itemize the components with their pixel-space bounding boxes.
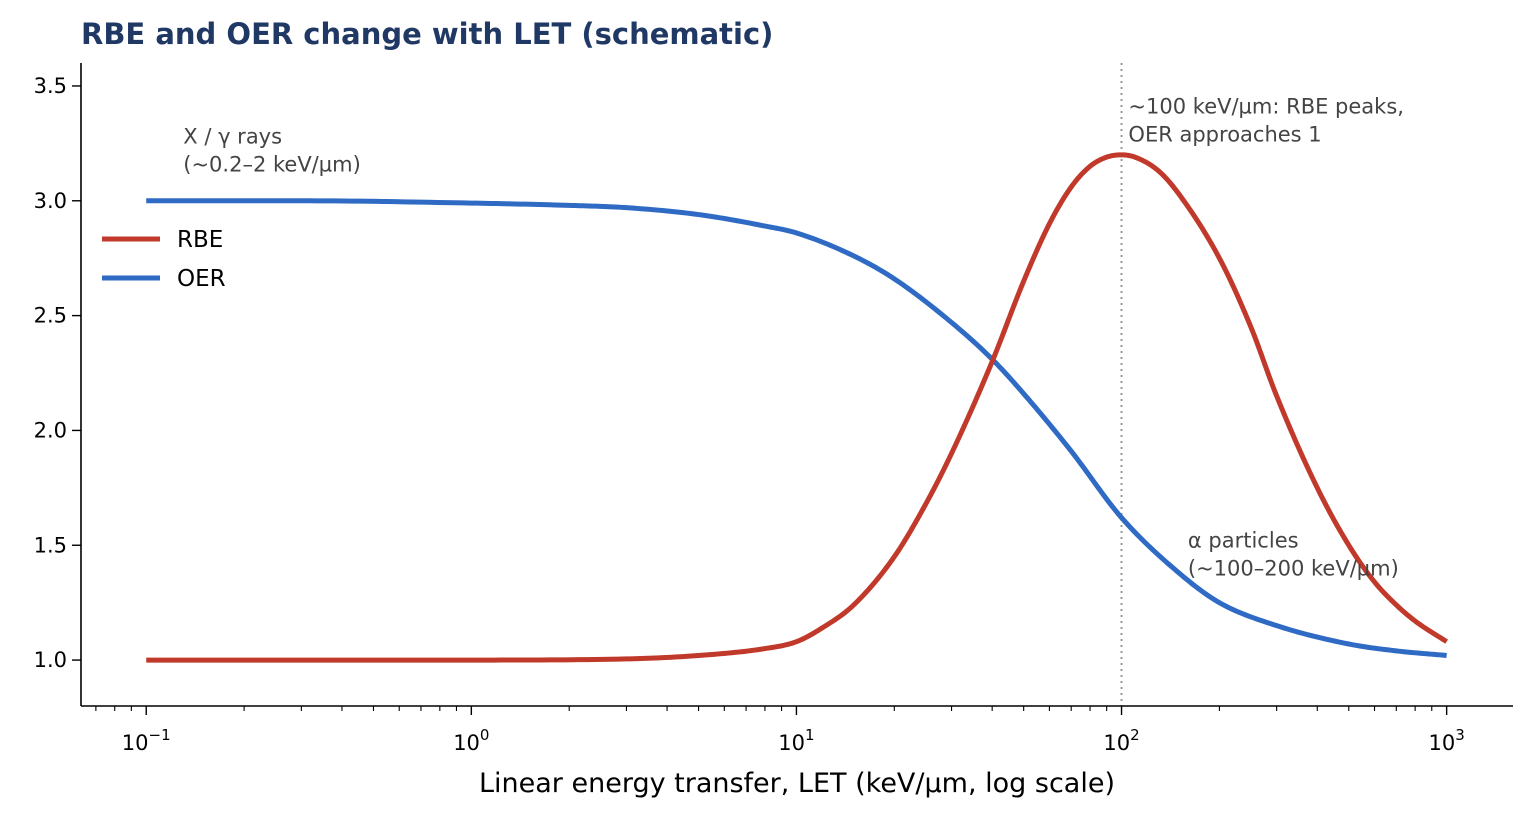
x-ticks: 10−1 100 101 102 103: [122, 706, 1465, 755]
annotations: X / γ rays (~0.2–2 keV/µm) ~100 keV/µm: RB…: [183, 95, 1404, 581]
plot-area: [146, 63, 1449, 706]
annotation-xray: X / γ rays (~0.2–2 keV/µm): [183, 124, 361, 176]
x-tick-label: 103: [1428, 726, 1464, 755]
y-tick-label: 2.5: [34, 304, 67, 328]
legend: RBE OER: [102, 227, 226, 292]
y-tick-label: 1.0: [34, 648, 67, 672]
x-tick-label: 101: [778, 726, 814, 755]
y-ticks: 1.0 1.5 2.0 2.5 3.0 3.5: [34, 74, 81, 672]
x-minor-ticks: [95, 706, 1433, 711]
x-tick-label: 102: [1103, 726, 1139, 755]
y-tick-label: 2.0: [34, 418, 67, 442]
annotation-peak: ~100 keV/µm: RBE peaks, OER approaches 1: [1128, 95, 1404, 147]
annotation-alpha: α particles (~100–200 keV/µm): [1188, 529, 1399, 581]
x-axis-label: Linear energy transfer, LET (keV/µm, log…: [479, 768, 1115, 799]
series-line-oer: [146, 198, 1447, 658]
series-line-rbe: [146, 152, 1449, 663]
y-tick-label: 3.0: [34, 189, 67, 213]
y-tick-label: 3.5: [34, 74, 67, 98]
y-tick-label: 1.5: [34, 533, 67, 557]
legend-label-rbe: RBE: [177, 227, 223, 253]
chart-title: RBE and OER change with LET (schematic): [81, 17, 773, 51]
x-tick-label: 10−1: [122, 726, 171, 755]
x-tick-label: 100: [453, 726, 489, 755]
legend-label-oer: OER: [177, 266, 226, 292]
